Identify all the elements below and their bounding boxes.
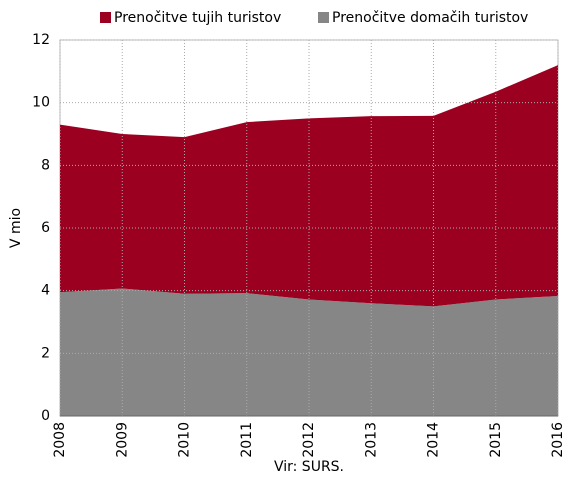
x-tick-label: 2008 [52, 422, 68, 458]
y-tick-label: 8 [41, 157, 50, 173]
x-tick-label: 2009 [114, 422, 130, 458]
x-tick-label: 2015 [488, 422, 504, 458]
y-tick-label: 0 [41, 408, 50, 424]
legend-swatch [318, 12, 329, 23]
y-axis-label: V mio [8, 208, 24, 248]
area [60, 65, 558, 307]
legend-label: Prenočitve tujih turistov [114, 10, 281, 26]
source-note: Vir: SURS. [274, 459, 344, 475]
legend-label: Prenočitve domačih turistov [332, 10, 528, 26]
y-tick-label: 12 [32, 32, 50, 48]
x-tick-label: 2012 [301, 422, 317, 458]
y-tick-label: 2 [41, 345, 50, 361]
x-tick-label: 2014 [426, 422, 442, 458]
legend-swatch [100, 12, 111, 23]
x-tick-label: 2010 [177, 422, 193, 458]
y-tick-label: 10 [32, 95, 50, 111]
y-tick-label: 4 [41, 283, 50, 299]
x-tick-label: 2016 [550, 422, 566, 458]
x-tick-label: 2011 [239, 422, 255, 458]
y-tick-label: 6 [41, 220, 50, 236]
x-tick-label: 2013 [363, 422, 379, 458]
